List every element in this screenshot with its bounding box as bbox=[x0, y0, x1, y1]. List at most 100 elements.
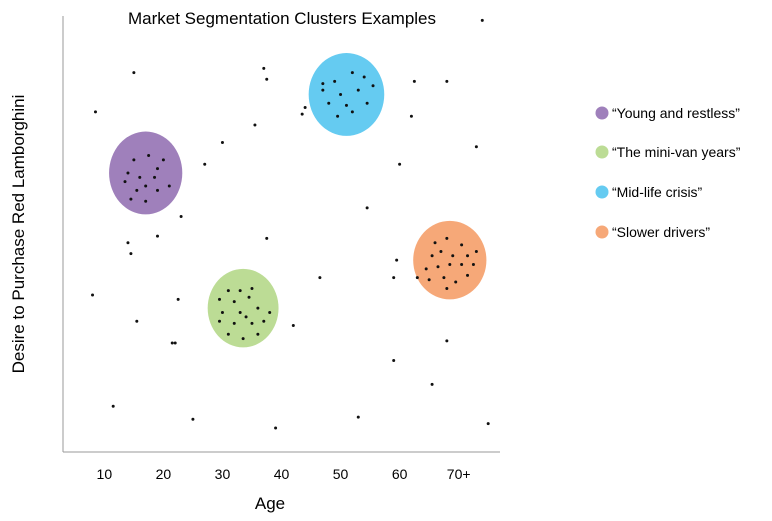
legend-label-1: “The mini-van years” bbox=[612, 144, 741, 160]
legend-swatch-1 bbox=[595, 145, 609, 159]
scatter-point-1 bbox=[132, 71, 136, 75]
scatter-point-22 bbox=[176, 297, 180, 301]
scatter-point-13 bbox=[398, 162, 402, 166]
cluster-1-point-9 bbox=[268, 310, 272, 314]
x-tick-label-1: 20 bbox=[156, 466, 172, 482]
cluster-3-point-1 bbox=[445, 236, 449, 240]
chart-title: Market Segmentation Clusters Examples bbox=[128, 9, 436, 28]
cluster-2-point-2 bbox=[362, 75, 366, 79]
cluster-1-point-17 bbox=[244, 315, 248, 319]
cluster-0-point-7 bbox=[135, 188, 139, 192]
cluster-circle-2 bbox=[308, 53, 385, 136]
cluster-3-point-4 bbox=[439, 249, 443, 253]
cluster-3-point-6 bbox=[466, 254, 470, 258]
scatter-point-28 bbox=[445, 339, 449, 343]
scatter-point-17 bbox=[155, 234, 159, 238]
scatter-point-14 bbox=[365, 206, 369, 210]
cluster-2-point-3 bbox=[321, 88, 325, 92]
scatter-point-31 bbox=[392, 358, 396, 362]
cluster-1-point-1 bbox=[238, 289, 242, 293]
cluster-1-point-14 bbox=[226, 332, 230, 336]
legend-label-0: “Young and restless” bbox=[612, 105, 740, 121]
cluster-3-point-0 bbox=[433, 241, 437, 245]
scatter-point-12 bbox=[203, 162, 207, 166]
cluster-0-point-12 bbox=[161, 158, 165, 162]
cluster-1-point-8 bbox=[256, 306, 260, 310]
cluster-0-point-1 bbox=[147, 154, 151, 158]
scatter-point-32 bbox=[430, 382, 434, 386]
cluster-3-point-15 bbox=[454, 280, 458, 284]
legend-swatch-3 bbox=[595, 225, 609, 239]
scatter-point-33 bbox=[111, 404, 115, 408]
cluster-2-point-1 bbox=[350, 71, 354, 75]
cluster-1-point-13 bbox=[262, 319, 266, 323]
scatter-point-15 bbox=[179, 215, 183, 219]
cluster-2-point-8 bbox=[344, 103, 348, 107]
legend-swatch-2 bbox=[595, 185, 609, 199]
cluster-0-point-5 bbox=[123, 180, 127, 184]
cluster-circle-3 bbox=[413, 220, 487, 300]
x-tick-label-6: 70+ bbox=[447, 466, 471, 482]
cluster-2-point-13 bbox=[321, 82, 325, 86]
point-layer bbox=[91, 18, 490, 430]
cluster-3-point-9 bbox=[436, 265, 440, 269]
cluster-0-point-0 bbox=[132, 158, 136, 162]
cluster-0-point-4 bbox=[155, 167, 159, 171]
scatter-point-24 bbox=[392, 276, 396, 280]
cluster-circle-0 bbox=[109, 131, 183, 215]
cluster-2-point-0 bbox=[333, 79, 337, 83]
cluster-1-point-7 bbox=[238, 310, 242, 314]
scatter-point-25 bbox=[415, 276, 419, 280]
legend-label-2: “Mid-life crisis” bbox=[612, 184, 703, 200]
cluster-0-point-9 bbox=[167, 184, 171, 188]
scatter-point-3 bbox=[265, 77, 269, 81]
cluster-0-point-3 bbox=[138, 175, 142, 179]
scatter-point-36 bbox=[356, 415, 360, 419]
scatter-point-9 bbox=[300, 112, 304, 116]
cluster-2-point-5 bbox=[356, 88, 360, 92]
cluster-2-point-11 bbox=[336, 114, 340, 118]
scatter-point-35 bbox=[274, 426, 278, 430]
cluster-2-point-7 bbox=[327, 101, 331, 105]
cluster-0-point-10 bbox=[129, 197, 133, 201]
scatter-point-7 bbox=[409, 114, 413, 118]
cluster-1-point-15 bbox=[241, 337, 245, 341]
cluster-1-point-0 bbox=[226, 289, 230, 293]
cluster-1-point-5 bbox=[247, 295, 251, 299]
x-tick-labels: 10 20 30 40 50 60 70+ bbox=[97, 466, 471, 482]
cluster-0-point-11 bbox=[144, 199, 148, 203]
scatter-point-29 bbox=[170, 341, 174, 345]
cluster-3-point-2 bbox=[460, 243, 464, 247]
x-tick-label-0: 10 bbox=[97, 466, 113, 482]
scatter-point-16 bbox=[265, 236, 269, 240]
cluster-1-point-12 bbox=[250, 321, 254, 325]
cluster-2-point-12 bbox=[303, 106, 307, 110]
scatter-point-5 bbox=[445, 79, 449, 83]
scatter-point-20 bbox=[395, 258, 399, 262]
cluster-0-point-6 bbox=[144, 184, 148, 188]
x-tick-label-4: 50 bbox=[333, 466, 349, 482]
cluster-1-point-16 bbox=[256, 332, 260, 336]
scatter-point-0 bbox=[480, 18, 484, 22]
cluster-3-point-12 bbox=[471, 263, 475, 267]
cluster-3-point-7 bbox=[474, 249, 478, 253]
cluster-1-point-10 bbox=[217, 319, 221, 323]
legend-label-3: “Slower drivers” bbox=[612, 224, 710, 240]
cluster-3-point-14 bbox=[442, 276, 446, 280]
cluster-layer bbox=[109, 53, 487, 348]
cluster-3-point-13 bbox=[427, 278, 431, 282]
cluster-1-point-6 bbox=[220, 310, 224, 314]
scatter-point-37 bbox=[486, 422, 490, 426]
cluster-2-point-6 bbox=[371, 84, 375, 88]
scatter-point-8 bbox=[253, 123, 257, 127]
scatter-point-11 bbox=[474, 145, 478, 149]
cluster-0-point-2 bbox=[126, 171, 130, 175]
cluster-2-point-9 bbox=[365, 101, 369, 105]
cluster-1-point-3 bbox=[217, 297, 221, 301]
scatter-point-19 bbox=[129, 252, 133, 256]
cluster-3-point-16 bbox=[466, 273, 470, 277]
scatter-point-26 bbox=[135, 319, 139, 323]
cluster-1-point-2 bbox=[250, 287, 254, 290]
scatter-point-23 bbox=[318, 276, 322, 280]
